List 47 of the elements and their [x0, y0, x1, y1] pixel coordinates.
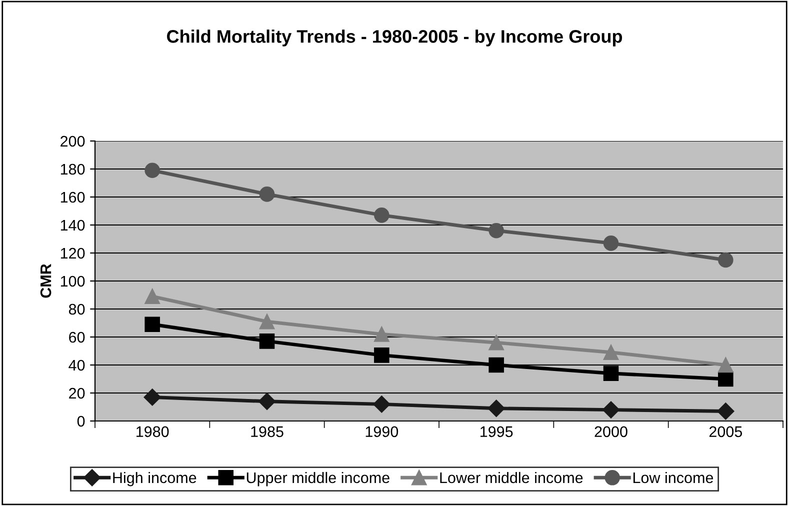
point [717, 402, 734, 420]
point [718, 252, 734, 268]
y-tick-label: 40 [68, 360, 85, 371]
x-tick-label: 1985 [251, 426, 284, 438]
x-tick-label: 2005 [709, 426, 742, 438]
point [373, 396, 390, 413]
point [718, 371, 734, 387]
point [144, 316, 160, 332]
legend-label: Lower middle income [440, 472, 583, 484]
point [488, 334, 504, 350]
y-tick-label: 200 [60, 136, 85, 147]
point [374, 326, 390, 342]
y-axis-title: CMR [40, 264, 52, 298]
y-tick-label: 180 [60, 164, 85, 175]
y-tick-label: 80 [68, 304, 85, 315]
x-tick-label: 1995 [480, 426, 513, 438]
legend-label: Low income [633, 472, 714, 484]
point [144, 288, 160, 304]
point [258, 392, 276, 410]
y-tick-label: 120 [60, 248, 85, 259]
point [603, 366, 619, 382]
y-tick-label: 160 [60, 192, 85, 203]
point [718, 357, 734, 373]
x-tick-label: 1980 [136, 426, 169, 438]
point [603, 236, 619, 251]
point [144, 162, 160, 178]
point [259, 186, 275, 202]
x-tick-label: 2000 [594, 426, 628, 438]
point [144, 388, 161, 406]
point [488, 357, 504, 373]
point [488, 400, 505, 417]
x-tick-label: 1990 [366, 426, 398, 438]
y-tick-label: 100 [60, 276, 85, 287]
chart-title: Child Mortality Trends - 1980-2005 - by Income Group [167, 30, 622, 46]
y-tick-label: 20 [69, 388, 85, 399]
point [374, 348, 390, 363]
point [374, 208, 390, 223]
y-tick-label: 60 [69, 332, 85, 343]
point [603, 344, 619, 360]
point [488, 222, 504, 238]
y-tick-label: 140 [60, 220, 85, 231]
point [602, 401, 620, 418]
legend-label: Upper middle income [246, 472, 390, 486]
point [259, 334, 275, 349]
y-tick-label: 0 [77, 416, 85, 427]
legend-label: High income [113, 472, 196, 486]
point [259, 314, 275, 330]
